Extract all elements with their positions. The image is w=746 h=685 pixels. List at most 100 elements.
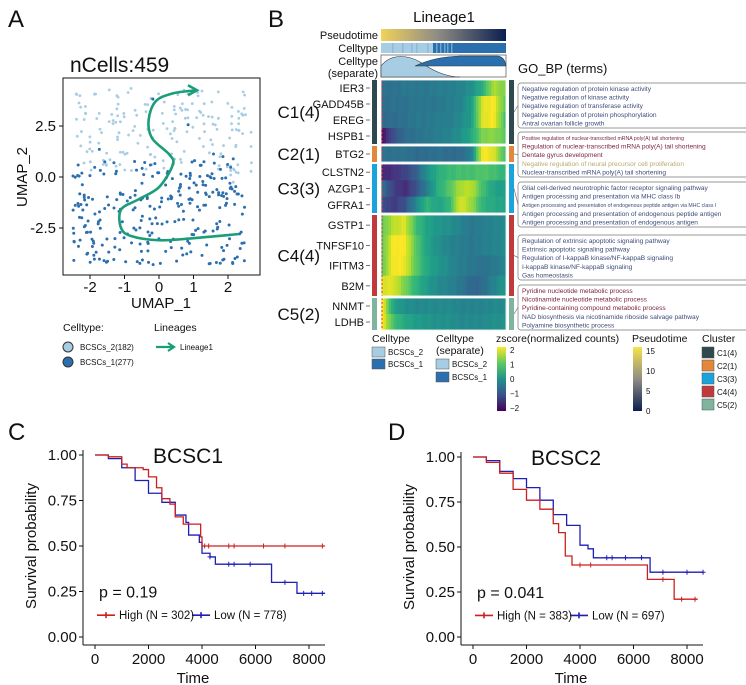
heatmap-cell [463, 314, 467, 331]
umap-point [82, 193, 86, 197]
heatmap-cell [386, 298, 389, 315]
heatmap-cell [451, 112, 454, 129]
umap-point [114, 120, 118, 124]
go-term: Gas homeostasis [522, 272, 574, 279]
umap-point [240, 194, 244, 198]
heatmap-cell [463, 215, 467, 236]
umap-point [77, 101, 81, 105]
go-title: GO_BP (terms) [518, 61, 607, 76]
umap-point [78, 94, 82, 97]
heatmap-cell [481, 128, 484, 145]
cluster-strip-right [509, 298, 514, 330]
heatmap-cell [463, 235, 467, 256]
heatmap-cell [411, 215, 414, 236]
heatmap-cell [421, 298, 424, 315]
umap-point [188, 171, 192, 175]
umap-point [118, 150, 122, 154]
umap-point [148, 204, 152, 208]
heatmap-cell [483, 215, 487, 236]
heatmap-cell [398, 128, 402, 145]
umap-point [138, 242, 142, 246]
heatmap-cell [426, 196, 429, 214]
heatmap-cell [498, 215, 502, 236]
heatmap-cell [448, 80, 452, 97]
umap-point [191, 125, 195, 129]
umap-point [184, 174, 188, 178]
heatmap-cell [478, 314, 482, 331]
heatmap-cell [436, 255, 439, 277]
gene-label: AZGP1 [328, 184, 364, 196]
umap-ticks: -2 -1 0 1 2 -2.5 0.0 2.5 [30, 118, 232, 296]
umap-point [114, 172, 118, 176]
heatmap-cell [393, 80, 397, 97]
umap-point [198, 163, 202, 167]
heatmap-cell [458, 128, 462, 145]
umap-point [112, 161, 116, 165]
umap-point [217, 193, 221, 197]
heatmap-cell [393, 112, 397, 129]
heatmap-cell [476, 275, 479, 297]
heatmap-cell [503, 80, 507, 97]
celltype-bar [381, 43, 506, 53]
heatmap-cell [406, 314, 409, 331]
heatmap-cell [463, 180, 467, 197]
umap-point [201, 183, 205, 187]
heatmap-cell [473, 314, 477, 331]
heatmap-cell [503, 196, 507, 214]
umap-point [85, 203, 89, 207]
heatmap-cell [386, 215, 389, 236]
umap-point [230, 128, 234, 132]
heatmap-cell [456, 255, 459, 277]
heatmap-cell [401, 128, 404, 145]
heatmap-cell [393, 96, 397, 113]
cluster-block: C1(4) IER3 GADD45B EREG HSPB1 [277, 79, 514, 145]
heatmap-cell [401, 215, 404, 236]
heatmap-cell [458, 80, 462, 97]
heatmap-cell [468, 255, 472, 277]
umap-point [233, 256, 237, 260]
heatmap-cell [468, 180, 472, 197]
censor-mark [577, 562, 583, 568]
heatmap-cell [458, 196, 462, 214]
x-tick-label: 8000 [292, 651, 325, 668]
heatmap-cell [498, 146, 502, 163]
heatmap-cell [383, 80, 387, 97]
heatmap-cell [471, 128, 474, 145]
heatmap-cell [391, 196, 394, 214]
umap-point [98, 210, 102, 214]
heatmap-cell [433, 112, 437, 129]
heatmap-cell [411, 164, 414, 181]
heatmap-cell [496, 164, 499, 181]
heatmap-cell [456, 314, 459, 331]
heatmap-cell [488, 235, 492, 256]
heatmap-cell [438, 96, 442, 113]
heatmap-cell [503, 314, 507, 331]
heatmap-cell [456, 112, 459, 129]
umap-point [92, 257, 96, 261]
umap-point [151, 263, 155, 267]
umap-point [156, 171, 160, 175]
celltype-segment [381, 43, 506, 53]
heatmap-cell [486, 180, 489, 197]
heatmap-cell [433, 255, 437, 277]
heatmap-cell [441, 314, 444, 331]
heatmap-cell [398, 146, 402, 163]
heatmap-panel: Lineage1 Pseudotime Celltype Celltype (s… [277, 9, 746, 416]
umap-point [218, 206, 222, 210]
arrow-right-icon [156, 342, 176, 352]
heatmap-cell [388, 255, 392, 277]
heatmap-cell [481, 215, 484, 236]
heatmap-cell [423, 298, 427, 315]
heatmap-cell [471, 255, 474, 277]
heatmap-cell [396, 128, 399, 145]
heatmap-cell [446, 112, 449, 129]
heatmap-cell [403, 112, 407, 129]
lineage-legend-label: Lineage1 [180, 343, 213, 352]
umap-point [145, 197, 149, 201]
heatmap-cell [451, 275, 454, 297]
go-term-box: Pyridine nucleotide metabolic process Nic… [513, 284, 746, 331]
heatmap-cell [396, 146, 399, 163]
umap-point [220, 193, 224, 197]
heatmap-cell [468, 215, 472, 236]
heatmap-cell [478, 215, 482, 236]
